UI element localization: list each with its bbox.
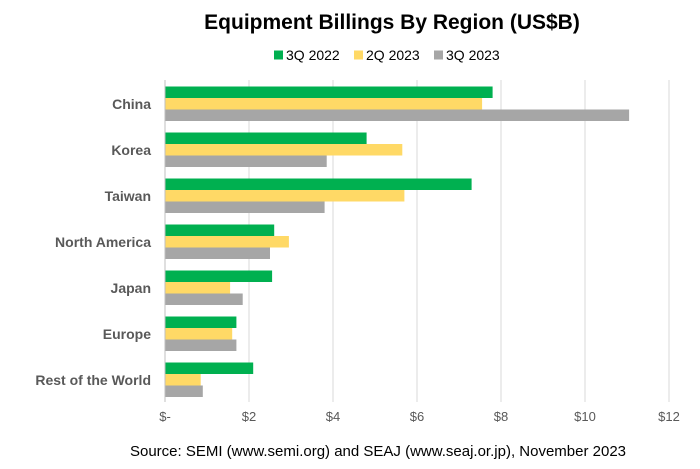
legend-label: 2Q 2023 — [366, 47, 420, 63]
category-label: Japan — [111, 280, 151, 296]
bar-3q-2023-rest-of-the-world — [165, 385, 203, 397]
bar-3q-2023-north-america — [165, 247, 270, 259]
source-note: Source: SEMI (www.semi.org) and SEAJ (ww… — [130, 443, 626, 460]
category-label: Europe — [103, 326, 151, 342]
x-tick-label: $4 — [326, 409, 340, 424]
bar-3q-2023-europe — [165, 339, 237, 351]
bar-3q-2022-china — [165, 86, 493, 98]
x-tick-label: $- — [159, 409, 171, 424]
x-tick-label: $8 — [494, 409, 508, 424]
chart-title: Equipment Billings By Region (US$B) — [204, 11, 580, 34]
bars — [165, 86, 630, 397]
bar-3q-2022-europe — [165, 316, 237, 328]
bar-2q-2023-china — [165, 98, 483, 110]
bar-2q-2023-japan — [165, 282, 231, 294]
legend-swatch — [434, 50, 443, 60]
bar-2q-2023-north-america — [165, 236, 289, 248]
bar-3q-2022-taiwan — [165, 178, 472, 190]
legend-swatch — [354, 50, 363, 60]
bar-3q-2023-japan — [165, 293, 243, 305]
bar-3q-2022-rest-of-the-world — [165, 362, 254, 374]
bar-3q-2022-korea — [165, 132, 367, 144]
bar-3q-2022-north-america — [165, 224, 275, 236]
bar-3q-2022-japan — [165, 270, 273, 282]
legend-swatch — [274, 50, 283, 60]
x-tick-labels: $- $2 $4 $6 $8 $10 $12 — [159, 409, 680, 424]
legend-label: 3Q 2023 — [446, 47, 500, 63]
x-tick-label: $10 — [574, 409, 596, 424]
bar-2q-2023-rest-of-the-world — [165, 374, 201, 386]
legend: 3Q 2022 2Q 2023 3Q 2023 — [274, 47, 500, 63]
bar-2q-2023-europe — [165, 328, 233, 340]
bar-3q-2023-korea — [165, 155, 327, 167]
category-labels: China Korea Taiwan North America Japan Europe… — [35, 96, 151, 388]
x-tick-label: $2 — [242, 409, 256, 424]
x-tick-label: $6 — [410, 409, 424, 424]
bar-2q-2023-taiwan — [165, 190, 405, 202]
legend-label: 3Q 2022 — [286, 47, 340, 63]
category-label: Taiwan — [105, 188, 151, 204]
category-label: China — [112, 96, 151, 112]
bar-2q-2023-korea — [165, 144, 403, 156]
bar-3q-2023-taiwan — [165, 201, 325, 213]
category-label: Korea — [111, 142, 151, 158]
x-tick-label: $12 — [658, 409, 680, 424]
gridlines — [248, 80, 670, 402]
bar-3q-2023-china — [165, 109, 630, 121]
category-label: North America — [55, 234, 151, 250]
category-label: Rest of the World — [35, 372, 151, 388]
